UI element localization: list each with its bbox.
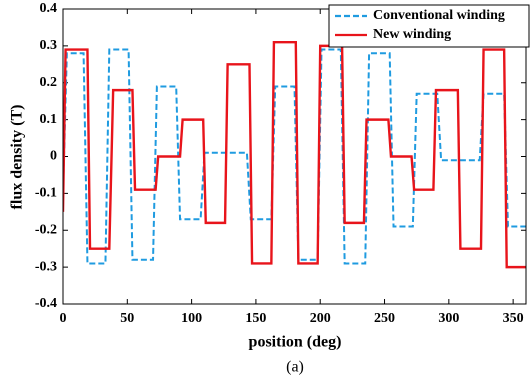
series-line: [63, 48, 526, 265]
x-axis-label: position (deg): [249, 334, 342, 351]
x-tick-label: 300: [438, 311, 459, 326]
plot-frame: [62, 8, 527, 305]
legend-box: [328, 4, 530, 48]
legend-label: New winding: [373, 27, 451, 42]
x-tick-label: 50: [120, 311, 134, 326]
y-tick-label: 0: [50, 149, 57, 164]
x-tick-label: 200: [310, 311, 331, 326]
y-tick-label: -0.4: [35, 296, 57, 311]
x-tick-label: 0: [60, 311, 67, 326]
x-tick-label: 100: [181, 311, 202, 326]
legend-label: Conventional winding: [373, 8, 505, 23]
y-tick-label: -0.2: [35, 222, 57, 237]
y-tick-label: -0.3: [35, 259, 57, 274]
x-tick-label: 350: [503, 311, 524, 326]
y-axis-label: flux density (T): [9, 105, 26, 210]
y-tick-label: -0.1: [35, 186, 57, 201]
series-line: [63, 40, 526, 269]
y-tick-label: 0.1: [40, 112, 58, 127]
x-tick-label: 250: [374, 311, 395, 326]
y-tick-label: 0.4: [40, 1, 58, 16]
y-tick-label: 0.3: [40, 38, 58, 53]
caption: (a): [286, 359, 304, 376]
x-tick-label: 150: [245, 311, 266, 326]
y-tick-label: 0.2: [40, 75, 58, 90]
